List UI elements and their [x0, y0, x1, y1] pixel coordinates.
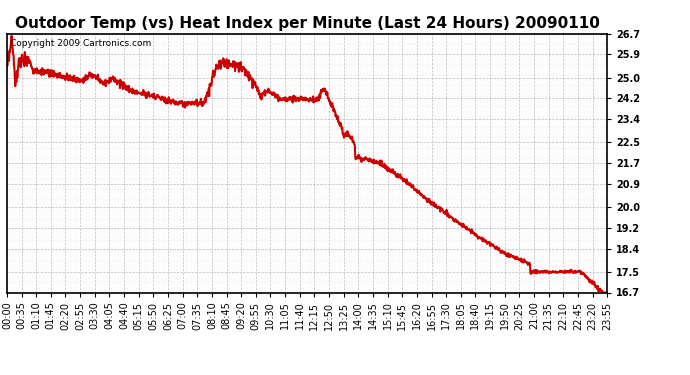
Title: Outdoor Temp (vs) Heat Index per Minute (Last 24 Hours) 20090110: Outdoor Temp (vs) Heat Index per Minute …: [14, 16, 600, 31]
Text: Copyright 2009 Cartronics.com: Copyright 2009 Cartronics.com: [10, 39, 151, 48]
